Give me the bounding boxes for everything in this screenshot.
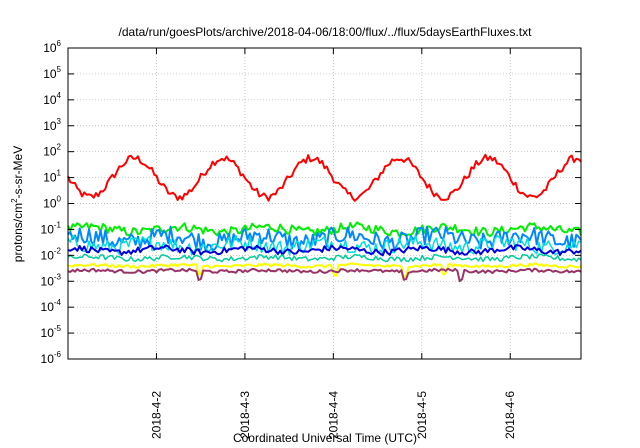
y-tick-label: 10-2 <box>41 246 62 262</box>
grid <box>68 48 581 359</box>
y-axis-label-tail: -s-sr-MeV <box>11 146 25 199</box>
y-tick-base: 10 <box>43 197 57 211</box>
y-tick-exponent: -2 <box>54 246 62 255</box>
y-tick-exponent: 2 <box>57 143 62 152</box>
y-tick-exponent: -5 <box>54 324 62 333</box>
y-tick-label: 105 <box>43 65 61 81</box>
y-tick-exponent: -3 <box>54 272 62 281</box>
series-line <box>67 244 582 257</box>
y-tick-base: 10 <box>43 119 57 133</box>
y-axis-label: protons/cm2-s-sr-MeV <box>10 146 25 262</box>
y-tick-base: 10 <box>41 248 55 262</box>
series-line <box>67 267 582 283</box>
y-axis-label-sup: 2 <box>10 198 19 203</box>
y-tick-base: 10 <box>43 145 57 159</box>
y-tick-label: 101 <box>43 169 61 185</box>
series-line <box>67 221 582 238</box>
y-tick-exponent: 1 <box>57 169 62 178</box>
y-tick-exponent: 4 <box>57 91 62 100</box>
series-line <box>67 234 582 256</box>
y-tick-label: 102 <box>43 143 61 159</box>
x-tick-label: 2018-4-4 <box>326 391 340 439</box>
y-tick-exponent: -6 <box>54 350 62 359</box>
y-axis-label-base: protons/cm <box>11 203 25 262</box>
y-tick-base: 10 <box>43 41 57 55</box>
x-tick-label: 2018-4-3 <box>238 391 252 439</box>
y-tick-base: 10 <box>43 93 57 107</box>
x-tick-label: 2018-4-5 <box>415 391 429 439</box>
y-tick-label: 10-5 <box>41 324 62 340</box>
y-tick-base: 10 <box>41 300 55 314</box>
y-tick-label: 104 <box>43 91 61 107</box>
series-layer <box>67 153 582 283</box>
x-tick-label: 2018-4-2 <box>149 391 163 439</box>
y-tick-exponent: 5 <box>57 65 62 74</box>
y-tick-exponent: 3 <box>57 117 62 126</box>
y-tick-base: 10 <box>41 352 55 366</box>
series-line <box>67 253 582 263</box>
y-tick-exponent: -4 <box>54 298 62 307</box>
y-tick-label: 10-1 <box>41 220 62 236</box>
x-tick-label: 2018-4-6 <box>503 391 517 439</box>
y-tick-label: 103 <box>43 117 61 133</box>
y-axis: 10610510410310210110010-110-210-310-410-… <box>41 39 581 366</box>
y-tick-exponent: 6 <box>57 39 62 48</box>
chart-title: /data/run/goesPlots/archive/2018-04-06/1… <box>119 25 533 39</box>
x-axis: 2018-4-2 2018-4-3 2018-4-4 2018-4-5 2018-4-6 <box>149 48 517 439</box>
y-tick-exponent: -1 <box>54 220 62 229</box>
series-line <box>67 262 582 279</box>
plot-frame <box>67 47 582 360</box>
y-tick-label: 106 <box>43 39 61 55</box>
y-tick-base: 10 <box>41 274 55 288</box>
series-line <box>67 225 582 253</box>
y-tick-base: 10 <box>41 222 55 236</box>
y-tick-base: 10 <box>43 171 57 185</box>
y-tick-label: 10-4 <box>41 298 62 314</box>
y-tick-label: 10-3 <box>41 272 62 288</box>
y-tick-base: 10 <box>43 67 57 81</box>
series-line <box>67 153 582 202</box>
y-tick-exponent: 0 <box>57 195 62 204</box>
y-tick-label: 10-6 <box>41 350 62 366</box>
x-axis-label: Coordinated Universal Time (UTC) <box>233 431 417 445</box>
y-tick-base: 10 <box>41 326 55 340</box>
y-tick-label: 100 <box>43 195 61 211</box>
